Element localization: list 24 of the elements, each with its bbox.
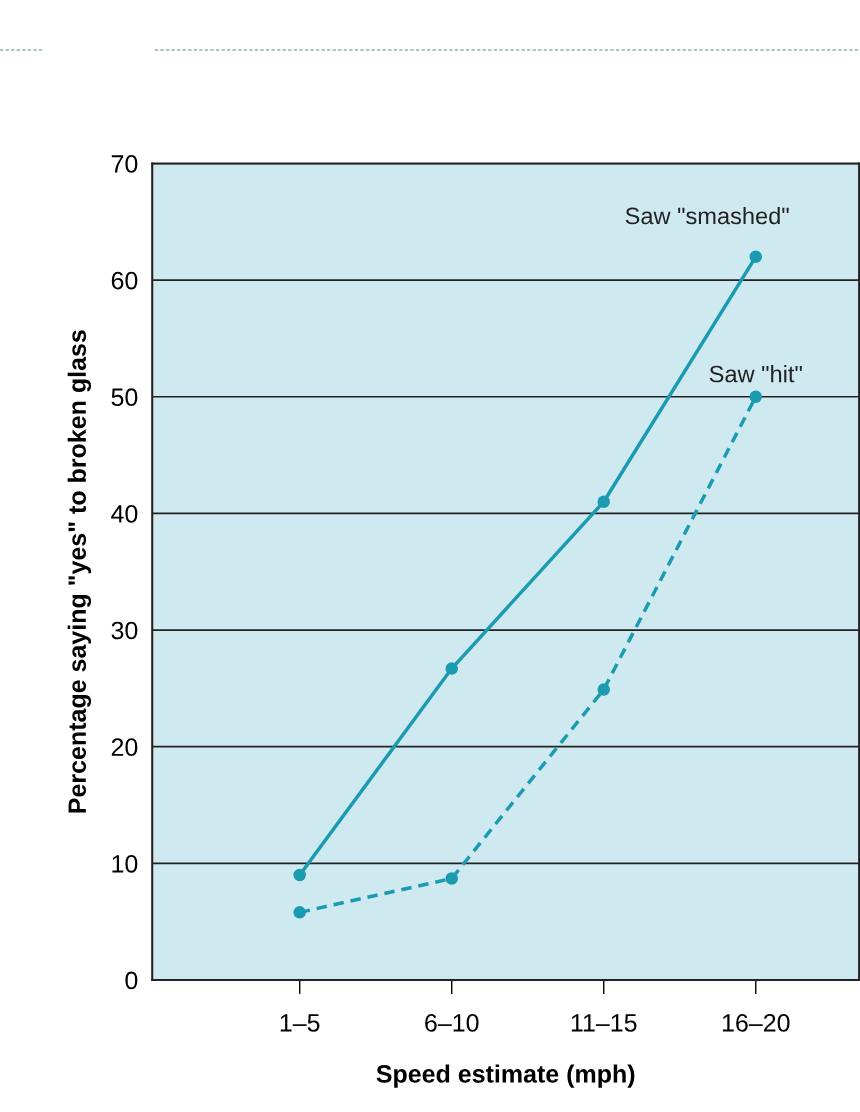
y-tick-label: 70: [111, 155, 138, 173]
y-tick-label: 40: [111, 505, 138, 523]
y-tick-label: 50: [111, 388, 138, 407]
point: [749, 390, 763, 404]
y-tick-label: 0: [125, 971, 138, 990]
point: [445, 662, 458, 675]
y-tick-label: 30: [111, 621, 138, 640]
point: [293, 868, 306, 882]
series-label: Saw "smashed": [625, 207, 789, 225]
x-tick-label: 16–20: [722, 1014, 790, 1032]
x-tick-label: 6–10: [425, 1014, 479, 1032]
point: [749, 250, 763, 264]
x-axis-title: Speed estimate (mph): [376, 1064, 635, 1088]
point: [445, 872, 458, 885]
point: [597, 495, 610, 508]
x-tick-label: 11–15: [571, 1014, 637, 1032]
series-label: Saw "hit": [709, 365, 802, 383]
y-tick-label: 20: [111, 738, 138, 757]
y-axis-title: Percentage saying "yes" to broken glass: [67, 330, 92, 813]
y-tick-label: 60: [111, 271, 138, 290]
y-tick-label: 10: [112, 854, 138, 873]
x-tick-label: 1–5: [280, 1014, 320, 1032]
point: [293, 906, 306, 919]
point: [597, 683, 610, 696]
